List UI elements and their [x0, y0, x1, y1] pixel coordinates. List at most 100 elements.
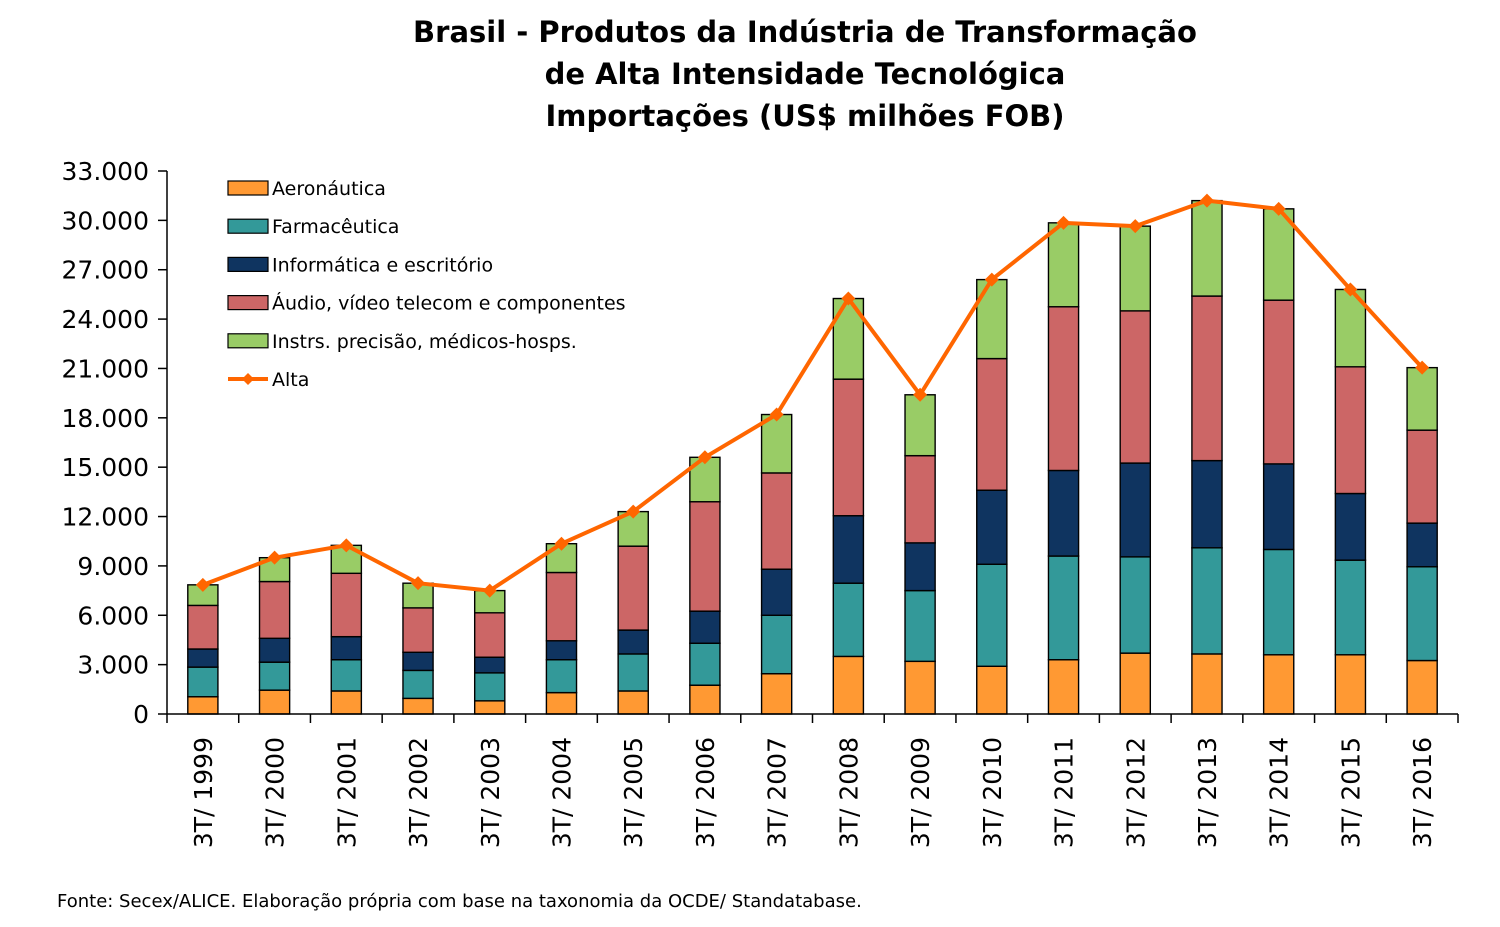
bar-segment — [330, 659, 363, 692]
x-tick-label: 3T/ 2005 — [619, 737, 648, 848]
bar-segment — [1262, 548, 1295, 656]
bar-segment — [1119, 556, 1152, 654]
alta-marker — [482, 583, 497, 598]
bar-segment — [760, 568, 793, 616]
bar-segment — [1262, 299, 1295, 465]
bar-segment — [760, 672, 793, 715]
alta-marker — [841, 291, 856, 306]
legend-item: Farmacêutica — [227, 216, 399, 238]
bar-segment — [689, 684, 721, 715]
bar-segment — [1119, 310, 1152, 464]
bar-segment — [760, 472, 793, 570]
alta-marker — [1128, 219, 1143, 234]
bar-segment — [545, 571, 578, 642]
alta-marker — [626, 504, 641, 519]
y-tick-label: 6.000 — [77, 601, 149, 630]
alta-marker — [697, 450, 712, 465]
bar-segment — [187, 604, 219, 650]
bar-segment — [976, 278, 1008, 360]
bar-segment — [1047, 469, 1080, 557]
legend-item: Instrs. precisão, médicos-hosps. — [227, 331, 577, 353]
x-tick-label: 3T/ 2003 — [476, 737, 505, 848]
y-tick-label: 9.000 — [77, 552, 149, 581]
x-tick-label: 3T/ 2011 — [1050, 737, 1079, 848]
bar-segment — [258, 661, 291, 691]
bar-segment — [689, 610, 721, 644]
alta-marker — [913, 387, 928, 402]
x-tick-label: 3T/ 1999 — [189, 737, 218, 848]
y-tick-label: 12.000 — [62, 503, 149, 532]
bar-segment — [760, 614, 793, 675]
legend-label: Farmacêutica — [272, 216, 399, 238]
bar-segment — [1119, 225, 1152, 312]
alta-marker — [1199, 193, 1214, 208]
bar-segment — [1334, 559, 1367, 656]
bar-segment — [545, 659, 578, 694]
bar-segment — [473, 700, 506, 715]
bar-segment — [1047, 659, 1080, 715]
bar-segment — [187, 666, 219, 698]
legend-label: Instrs. precisão, médicos-hosps. — [272, 331, 577, 353]
y-tick-label: 0 — [133, 700, 149, 729]
legend-swatch — [227, 295, 269, 311]
x-tick-label: 3T/ 2006 — [691, 737, 720, 848]
y-tick-label: 24.000 — [62, 305, 149, 334]
bar-segment — [473, 612, 506, 658]
bar-segment — [976, 563, 1008, 667]
alta-marker — [339, 538, 354, 553]
bar-segment — [1047, 555, 1080, 661]
bar-segment — [258, 689, 291, 715]
bar-segment — [1406, 566, 1438, 662]
legend-label: Informática e escritório — [272, 254, 493, 276]
legend-label: Áudio, vídeo telecom e componentes — [272, 292, 626, 315]
x-tick-label: 3T/ 2016 — [1408, 737, 1437, 848]
x-tick-label: 3T/ 2012 — [1121, 737, 1150, 848]
bar-segment — [545, 691, 578, 715]
bar-segment — [473, 672, 506, 702]
x-tick-label: 3T/ 2014 — [1265, 737, 1294, 848]
y-tick-label: 18.000 — [62, 404, 149, 433]
bar-segment — [187, 696, 219, 715]
x-axis-labels: 3T/ 1999 3T/ 2000 3T/ 2001 3T/ 2002 3T/ 2003… — [189, 737, 1437, 848]
x-tick-label: 3T/ 2009 — [906, 737, 935, 848]
bar-segment — [258, 637, 291, 663]
bar-segment — [832, 582, 865, 658]
bar-segment — [330, 690, 363, 715]
y-tick-label: 27.000 — [62, 256, 149, 285]
bar-segment — [904, 542, 936, 592]
bar-segment — [1191, 459, 1223, 549]
alta-marker — [769, 407, 784, 422]
bar-segment — [904, 454, 936, 544]
bar-segment — [258, 580, 291, 640]
y-tick-label: 30.000 — [62, 206, 149, 235]
bar-segment — [1119, 462, 1152, 558]
x-tick-label: 3T/ 2004 — [547, 737, 576, 848]
bar-segment — [402, 669, 434, 700]
bar-segment — [617, 545, 649, 631]
bar-segment — [473, 656, 506, 674]
alta-marker — [411, 576, 426, 591]
bar-segment — [1191, 547, 1223, 655]
legend-item: Alta — [228, 369, 309, 391]
alta-marker — [1056, 215, 1071, 230]
x-tick-label: 3T/ 2013 — [1193, 737, 1222, 848]
chart-title: Brasil - Produtos da Indústria de Transf… — [413, 15, 1197, 133]
alta-marker — [984, 272, 999, 287]
bar-segment — [689, 501, 721, 612]
bar-segment — [904, 394, 936, 457]
bar-segment — [617, 690, 649, 715]
bar-segment — [402, 651, 434, 672]
bar-segment — [1191, 295, 1223, 462]
bar-segment — [1191, 653, 1223, 715]
bar-segment — [545, 640, 578, 661]
legend-swatch — [227, 218, 269, 234]
bar-segment — [617, 629, 649, 655]
x-tick-label: 3T/ 2001 — [332, 737, 361, 848]
bar-segment — [1047, 222, 1080, 308]
legend-label: Alta — [272, 369, 309, 391]
bar-segment — [1191, 199, 1223, 297]
bar-segment — [832, 655, 865, 715]
bar-segment — [330, 572, 363, 638]
alta-marker — [554, 536, 569, 551]
